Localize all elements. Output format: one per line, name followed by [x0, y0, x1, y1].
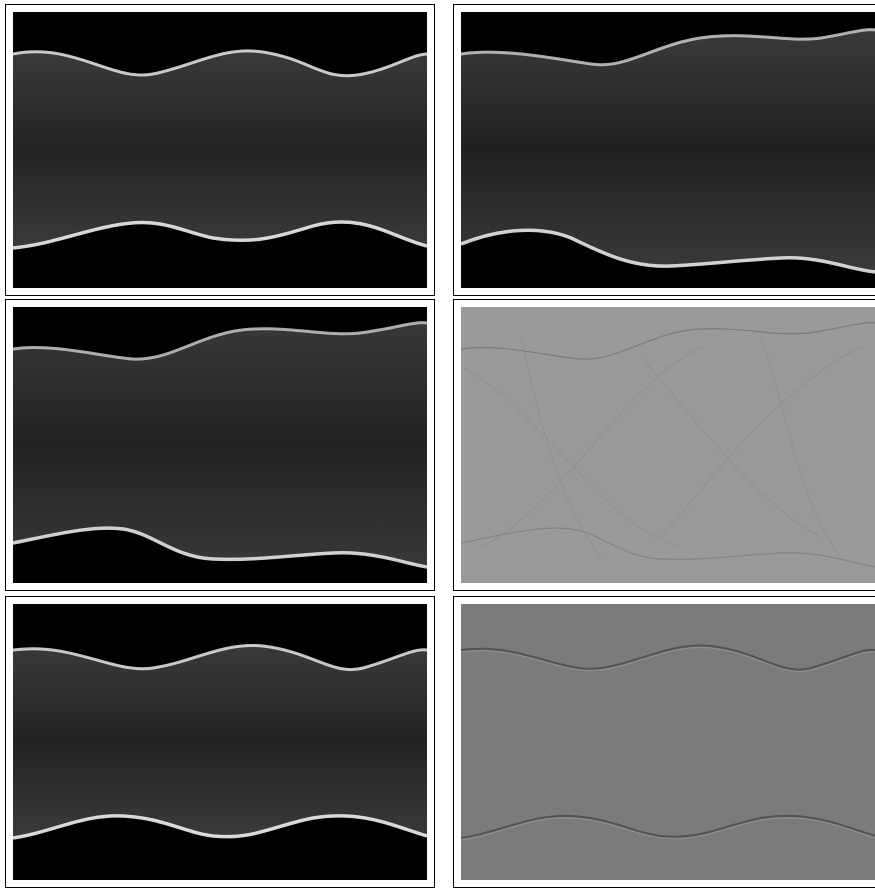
panel-top-right: [453, 4, 875, 296]
difference-image-middle-right: [461, 307, 875, 583]
sinogram-image-bottom-left: [13, 604, 427, 880]
panel-top-left: [5, 4, 435, 296]
difference-image-bottom-right: [461, 604, 875, 880]
sinogram-image-top-left: [13, 12, 427, 288]
panel-middle-right: [453, 299, 875, 591]
panel-bottom-left: [5, 596, 435, 888]
sinogram-image-top-right: [461, 12, 875, 288]
panel-bottom-right: [453, 596, 875, 888]
panel-middle-left: [5, 299, 435, 591]
sinogram-image-middle-left: [13, 307, 427, 583]
